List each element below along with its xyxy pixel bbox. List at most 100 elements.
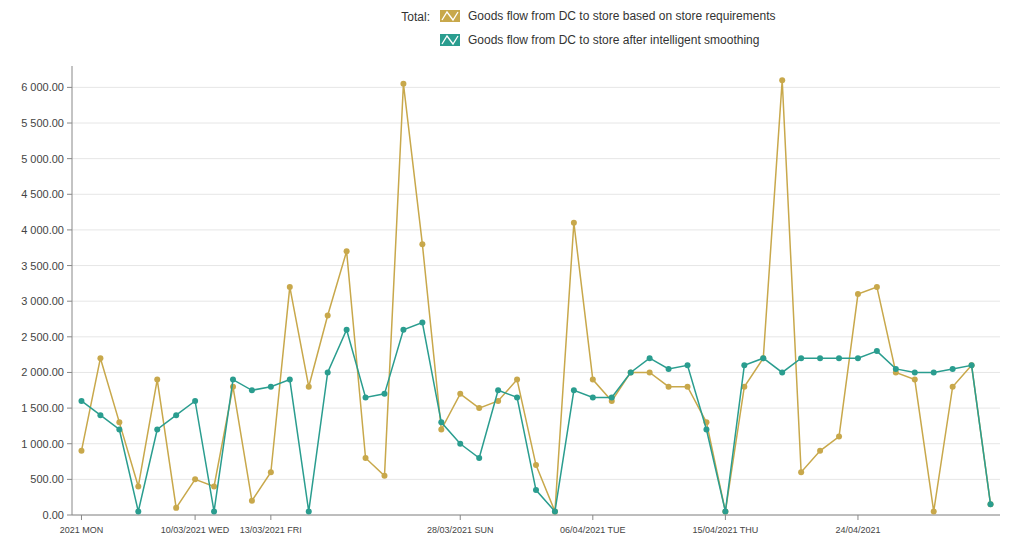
x-axis: 2021 MON10/03/2021 WED13/03/2021 FRI28/0… bbox=[60, 515, 881, 535]
tick-label: 13/03/2021 FRI bbox=[240, 525, 302, 535]
annotation: Total: bbox=[401, 10, 430, 24]
point bbox=[552, 508, 558, 514]
point bbox=[571, 220, 577, 226]
tick-label: 5 000.00 bbox=[21, 153, 64, 165]
tick-label: 4 000.00 bbox=[21, 224, 64, 236]
tick-mark bbox=[67, 87, 72, 88]
tick-label: 28/03/2021 SUN bbox=[427, 525, 494, 535]
point bbox=[609, 394, 615, 400]
point bbox=[78, 448, 84, 454]
y-axis-line bbox=[72, 66, 73, 515]
point bbox=[381, 391, 387, 397]
point bbox=[173, 412, 179, 418]
tick-mark bbox=[195, 515, 196, 520]
point bbox=[836, 434, 842, 440]
tick-label: 24/04/2021 bbox=[835, 525, 880, 535]
point bbox=[893, 366, 899, 372]
point bbox=[722, 508, 728, 514]
tick-label: 5 500.00 bbox=[21, 117, 64, 129]
point bbox=[950, 384, 956, 390]
tick-label: 10/03/2021 WED bbox=[161, 525, 230, 535]
tick-mark bbox=[725, 515, 726, 520]
point bbox=[760, 355, 766, 361]
tick-mark bbox=[67, 443, 72, 444]
grid-line bbox=[72, 87, 1000, 88]
legend-swatch-icon bbox=[442, 12, 458, 20]
grid-line bbox=[72, 123, 1000, 124]
tick-label: 0.00 bbox=[43, 509, 64, 521]
point bbox=[912, 369, 918, 375]
point bbox=[192, 476, 198, 482]
legend-swatch-icon bbox=[442, 36, 458, 44]
chart: 0.00500.001 000.001 500.002 000.002 500.… bbox=[0, 0, 1024, 553]
grid-line bbox=[72, 515, 1000, 516]
point bbox=[647, 355, 653, 361]
point bbox=[476, 405, 482, 411]
point bbox=[912, 377, 918, 383]
point bbox=[931, 508, 937, 514]
point bbox=[988, 501, 994, 507]
point bbox=[988, 501, 994, 507]
point bbox=[381, 473, 387, 479]
point bbox=[798, 469, 804, 475]
point bbox=[495, 387, 501, 393]
legend: Total: Goods flow from DC to store based … bbox=[401, 9, 775, 47]
tick-label: 2 000.00 bbox=[21, 366, 64, 378]
point bbox=[666, 366, 672, 372]
tick-mark bbox=[67, 372, 72, 373]
grid-line bbox=[72, 301, 1000, 302]
tick-mark bbox=[81, 515, 82, 520]
point bbox=[514, 394, 520, 400]
point bbox=[97, 412, 103, 418]
point bbox=[363, 455, 369, 461]
tick-label: 3 500.00 bbox=[21, 260, 64, 272]
point bbox=[135, 483, 141, 489]
tick-mark bbox=[67, 265, 72, 266]
point bbox=[779, 77, 785, 83]
point bbox=[628, 369, 634, 375]
point bbox=[287, 284, 293, 290]
point bbox=[419, 241, 425, 247]
plot-area bbox=[78, 77, 993, 514]
point bbox=[173, 505, 179, 511]
point bbox=[950, 366, 956, 372]
x-axis-line bbox=[72, 515, 1000, 516]
tick-mark bbox=[270, 515, 271, 520]
point bbox=[400, 81, 406, 87]
point bbox=[457, 391, 463, 397]
point bbox=[836, 355, 842, 361]
point bbox=[741, 362, 747, 368]
legend-label: Goods flow from DC to store based on sto… bbox=[468, 9, 775, 23]
tick-mark bbox=[67, 123, 72, 124]
tick-label: 6 000.00 bbox=[21, 81, 64, 93]
grid-line bbox=[72, 336, 1000, 337]
tick-label: 4 500.00 bbox=[21, 188, 64, 200]
point bbox=[268, 384, 274, 390]
point bbox=[287, 377, 293, 383]
point bbox=[457, 441, 463, 447]
point bbox=[192, 398, 198, 404]
point bbox=[211, 483, 217, 489]
series-line bbox=[81, 80, 990, 511]
tick-mark bbox=[460, 515, 461, 520]
series-line bbox=[81, 323, 990, 512]
tick-label: 500.00 bbox=[30, 473, 64, 485]
point bbox=[476, 455, 482, 461]
point bbox=[249, 498, 255, 504]
point bbox=[78, 398, 84, 404]
point bbox=[685, 362, 691, 368]
point bbox=[703, 426, 709, 432]
point bbox=[116, 419, 122, 425]
tick-mark bbox=[67, 194, 72, 195]
grid-line bbox=[72, 194, 1000, 195]
point bbox=[590, 377, 596, 383]
point bbox=[571, 387, 577, 393]
point bbox=[438, 419, 444, 425]
point bbox=[760, 355, 766, 361]
tick-label: 06/04/2021 TUE bbox=[560, 525, 625, 535]
point bbox=[779, 369, 785, 375]
point bbox=[514, 377, 520, 383]
tick-mark bbox=[67, 408, 72, 409]
point bbox=[666, 384, 672, 390]
tick-label: 15/04/2021 THU bbox=[692, 525, 758, 535]
